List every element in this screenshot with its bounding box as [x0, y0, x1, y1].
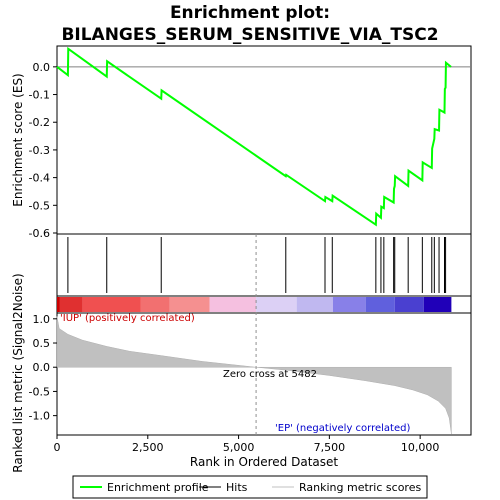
colorbar-segment	[394, 297, 424, 312]
positive-correlation-label: 'IUP' (positively correlated)	[60, 313, 195, 324]
es-panel	[56, 45, 472, 235]
metric-axis-label: Ranked list metric (Signal2Noise)	[11, 273, 25, 472]
colorbar-segment	[59, 297, 83, 312]
chart-title-line1: Enrichment plot:	[170, 3, 330, 23]
legend-label: Enrichment profile	[107, 481, 209, 494]
es-axis: 0.0 -0.1 -0.2 -0.3 -0.4 -0.5 -0.6	[29, 61, 57, 240]
es-tick-label: -0.6	[29, 227, 50, 240]
es-tick-label: -0.4	[29, 172, 50, 185]
es-tick-label: 0.0	[33, 61, 51, 74]
colorbar-segment	[256, 297, 297, 312]
chart-title-line2: BILANGES_SERUM_SENSITIVE_VIA_TSC2	[61, 25, 438, 45]
zero-cross-label: Zero cross at 5482	[223, 369, 317, 380]
legend	[72, 475, 428, 499]
x-tick-label: 5,000	[223, 441, 255, 454]
metric-series	[56, 234, 452, 435]
metric-axis: 1.0 0.5 0.0 -0.5 -1.0	[29, 313, 57, 423]
x-axis-label: Rank in Ordered Dataset	[190, 455, 338, 469]
x-tick-label: 2,500	[132, 441, 164, 454]
x-tick-label: 7,500	[314, 441, 346, 454]
colorbar-segment	[209, 297, 257, 312]
colorbar-segment	[333, 297, 366, 312]
es-tick-label: -0.2	[29, 116, 50, 129]
hits-panel	[56, 233, 472, 297]
es-tick-label: -0.1	[29, 89, 50, 102]
colorbar-segment	[423, 297, 452, 312]
legend-items: Enrichment profile Hits Ranking metric sco…	[80, 481, 421, 494]
es-series	[56, 46, 452, 227]
x-tick-label: 0	[54, 441, 61, 454]
metric-tick-label: -1.0	[29, 410, 50, 423]
negative-correlation-label: 'EP' (negatively correlated)	[275, 423, 410, 434]
es-axis-label: Enrichment score (ES)	[11, 73, 25, 206]
metric-tick-label: -0.5	[29, 385, 50, 398]
x-axis: 0 2,500 5,000 7,500 10,000	[54, 435, 440, 454]
colorbar-segment	[140, 297, 170, 312]
x-tick-label: 10,000	[401, 441, 440, 454]
legend-label: Ranking metric scores	[299, 481, 421, 494]
colorbar-segment	[82, 297, 141, 312]
colorbar-segment	[365, 297, 395, 312]
enrichment-profile-line	[56, 46, 452, 227]
es-tick-label: -0.5	[29, 199, 50, 212]
colorbar-segment	[57, 297, 60, 312]
metric-tick-label: 1.0	[33, 313, 51, 326]
colorbar	[57, 297, 452, 312]
hits-group	[67, 237, 447, 293]
legend-label: Hits	[226, 481, 248, 494]
colorbar-segment	[169, 297, 210, 312]
colorbar-segment	[296, 297, 333, 312]
es-tick-label: -0.3	[29, 144, 50, 157]
metric-tick-label: 0.0	[33, 361, 51, 374]
metric-tick-label: 0.5	[33, 337, 51, 350]
ranking-metric-area	[56, 316, 452, 435]
